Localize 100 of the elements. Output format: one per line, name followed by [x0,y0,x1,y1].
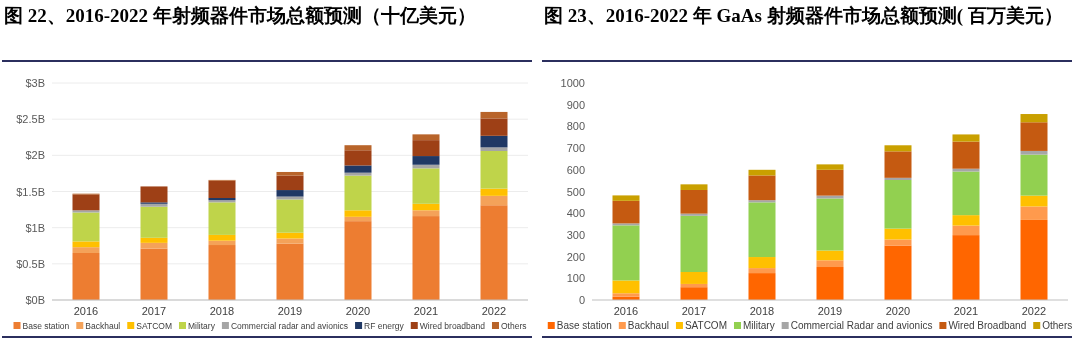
bar [412,203,440,211]
bar [208,245,236,300]
bar [344,210,372,217]
bar [748,257,776,269]
y-tick-label: 800 [566,120,585,133]
bar [412,210,440,217]
legend-label: Base station [22,321,70,331]
bar [1020,122,1048,151]
bar [208,234,236,241]
bar [1020,195,1048,207]
bar [72,210,100,213]
bar [680,283,708,288]
bar [276,232,304,239]
bar [344,165,372,173]
x-tick-label: 2021 [953,305,979,317]
bar [208,240,236,246]
y-tick-label: $0.5B [16,257,45,270]
bar [680,213,708,216]
bar [952,235,980,300]
legend-label: SATCOM [136,321,172,331]
bar [344,145,372,151]
x-tick-label: 2020 [885,305,911,317]
bar [72,194,100,211]
legend-label: SATCOM [684,320,727,331]
bar [276,171,304,176]
bar [1020,114,1048,123]
bar [276,238,304,244]
bar [208,202,236,235]
x-tick-label: 2022 [1021,305,1047,317]
legend-label: Others [1042,320,1073,331]
bar [952,215,980,226]
y-tick-label: 700 [566,142,585,155]
bar [952,168,980,172]
y-tick-label: $3B [25,77,45,89]
bar [344,150,372,166]
bar [344,172,372,176]
legend-label: Backhaul [85,321,121,331]
x-tick-label: 2019 [277,305,303,317]
x-tick-label: 2021 [413,305,439,317]
bar [1020,150,1048,155]
y-tick-label: 1000 [560,77,585,89]
bar [480,135,508,148]
bar [612,195,640,201]
bar [612,225,640,281]
bar [884,180,912,229]
bar [72,247,100,253]
bar [680,189,708,214]
legend-label: Wired broadband [419,321,486,331]
bar [344,221,372,300]
bar [884,151,912,178]
bar [140,248,168,300]
bar [952,134,980,142]
bar [816,267,844,300]
legend-label: Commercial radar and avionics [230,321,349,331]
bar [480,188,508,196]
bar [412,140,440,157]
y-tick-label: 200 [566,250,585,263]
bar [412,156,440,165]
bar [140,206,168,238]
y-tick-label: 300 [566,228,585,241]
bar [680,184,708,190]
legend-label: Commercial Radar and avionics [790,320,933,331]
legend-label: Base station [556,320,612,331]
bar [208,180,236,199]
bar [612,200,640,224]
bar [276,190,304,197]
bar [72,241,100,248]
bar [140,237,168,243]
bar [748,268,776,274]
bar [884,228,912,240]
bar [480,147,508,151]
y-tick-label: $0B [25,294,45,306]
x-tick-label: 2016 [613,305,639,317]
y-tick-label: 0 [578,294,585,306]
y-tick-label: $2.5B [16,113,45,126]
bar [1020,219,1048,300]
bar [816,169,844,196]
bar [276,243,304,300]
bar [884,239,912,246]
x-tick-label: 2017 [141,305,167,317]
bar [344,175,372,211]
x-tick-label: 2019 [817,305,843,317]
legend-label: RF energy [364,321,405,331]
x-tick-label: 2018 [749,305,775,317]
bar [480,205,508,300]
bar [816,260,844,268]
chart-title: 图 22、2016-2022 年射频器件市场总额预测（十亿美元） [4,4,477,28]
x-tick-label: 2018 [209,305,235,317]
y-tick-label: 100 [566,272,585,285]
bar [952,141,980,169]
bar [952,225,980,236]
bar [680,272,708,284]
bar [480,111,508,119]
bar [952,171,980,216]
y-tick-label: 900 [566,98,585,111]
legend-label: Others [500,321,527,331]
bar [480,195,508,206]
bar [748,200,776,203]
y-tick-label: 600 [566,163,585,176]
y-tick-label: $1B [25,221,45,234]
